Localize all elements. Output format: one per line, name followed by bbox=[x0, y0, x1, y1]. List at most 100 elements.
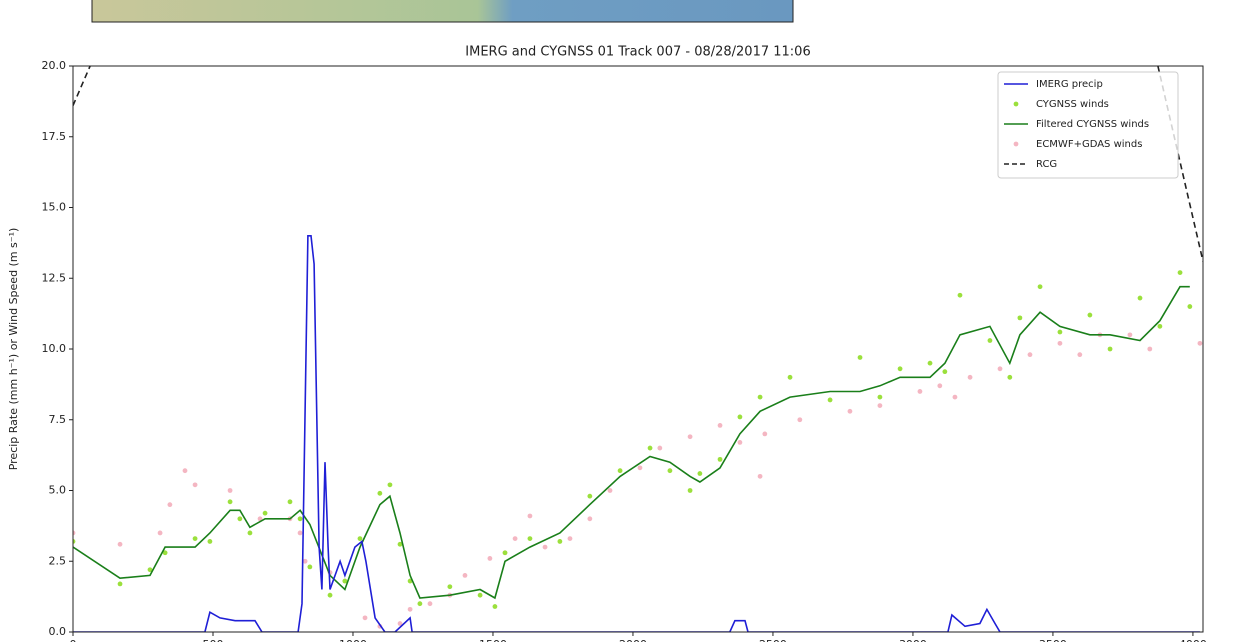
data-point bbox=[647, 445, 653, 451]
data-point bbox=[697, 471, 703, 476]
data-point bbox=[1087, 312, 1093, 318]
data-point bbox=[477, 592, 483, 598]
legend-label: ECMWF+GDAS winds bbox=[1036, 139, 1142, 150]
x-tick-label: 3000 bbox=[899, 638, 927, 642]
series-line bbox=[73, 235, 1200, 632]
data-point bbox=[927, 360, 933, 366]
x-tick-label: 500 bbox=[202, 638, 223, 642]
data-point bbox=[587, 493, 593, 499]
data-point bbox=[257, 516, 263, 522]
data-point bbox=[192, 482, 198, 488]
data-point bbox=[307, 564, 313, 570]
data-point bbox=[397, 621, 403, 626]
legend-label: IMERG precip bbox=[1036, 79, 1103, 90]
data-point bbox=[557, 539, 563, 544]
data-point bbox=[997, 366, 1003, 372]
data-point bbox=[73, 530, 76, 536]
data-point bbox=[237, 516, 243, 522]
data-point bbox=[617, 468, 623, 474]
data-point bbox=[607, 488, 613, 493]
map-strip bbox=[91, 0, 794, 23]
data-point bbox=[73, 539, 76, 544]
data-point bbox=[587, 516, 593, 522]
data-point bbox=[1027, 352, 1033, 358]
data-point bbox=[717, 423, 723, 428]
data-point bbox=[377, 490, 383, 496]
data-point bbox=[877, 403, 883, 408]
data-point bbox=[987, 338, 993, 343]
y-axis-label: Precip Rate (mm h⁻¹) or Wind Speed (m s⁻… bbox=[7, 228, 20, 471]
data-point bbox=[937, 383, 943, 389]
data-point bbox=[527, 513, 533, 519]
data-point bbox=[462, 573, 468, 578]
data-point bbox=[957, 292, 963, 298]
data-point bbox=[407, 606, 413, 612]
data-point bbox=[687, 488, 693, 493]
data-point bbox=[147, 567, 153, 573]
data-point bbox=[297, 530, 303, 536]
data-point bbox=[512, 536, 518, 542]
data-point bbox=[942, 369, 948, 375]
x-tick-label: 4000 bbox=[1179, 638, 1207, 642]
data-point bbox=[162, 550, 168, 556]
y-tick-label: 17.5 bbox=[42, 130, 67, 143]
data-point bbox=[327, 592, 333, 598]
data-point bbox=[787, 374, 793, 380]
data-point bbox=[117, 581, 123, 587]
x-tick-label: 3500 bbox=[1039, 638, 1067, 642]
y-tick-label: 15.0 bbox=[42, 201, 67, 214]
y-tick-label: 2.5 bbox=[49, 554, 67, 567]
data-point bbox=[1147, 346, 1153, 352]
y-tick-label: 7.5 bbox=[49, 413, 67, 426]
data-point bbox=[1187, 304, 1193, 309]
data-point bbox=[1197, 340, 1203, 346]
data-point bbox=[417, 601, 423, 607]
data-point bbox=[342, 578, 348, 584]
data-point bbox=[262, 510, 268, 516]
data-point bbox=[1057, 329, 1063, 335]
data-point bbox=[1037, 284, 1043, 290]
x-tick-label: 2000 bbox=[619, 638, 647, 642]
x-tick-label: 2500 bbox=[759, 638, 787, 642]
data-point bbox=[917, 389, 923, 394]
data-point bbox=[227, 488, 233, 493]
data-point bbox=[827, 397, 833, 403]
data-point bbox=[762, 431, 768, 437]
data-point bbox=[657, 445, 663, 451]
data-point bbox=[952, 394, 958, 400]
data-point bbox=[397, 541, 403, 547]
data-point bbox=[897, 366, 903, 372]
y-tick-label: 5.0 bbox=[49, 484, 67, 497]
data-point bbox=[1107, 346, 1113, 352]
data-point bbox=[967, 374, 973, 380]
data-point bbox=[297, 516, 303, 522]
legend-label: CYGNSS winds bbox=[1036, 99, 1109, 110]
x-tick-label: 1500 bbox=[479, 638, 507, 642]
data-point bbox=[717, 456, 723, 462]
data-point bbox=[167, 502, 173, 508]
data-point bbox=[362, 615, 368, 621]
data-point bbox=[117, 541, 123, 547]
data-point bbox=[637, 465, 643, 471]
data-point bbox=[1017, 315, 1023, 321]
data-point bbox=[1007, 374, 1013, 380]
data-point bbox=[857, 355, 863, 360]
data-point bbox=[1057, 340, 1063, 346]
series-line bbox=[73, 285, 1190, 600]
data-point bbox=[567, 536, 573, 542]
y-tick-label: 0.0 bbox=[49, 625, 67, 638]
data-point bbox=[492, 604, 498, 609]
data-point bbox=[797, 417, 803, 423]
x-tick-label: 0 bbox=[70, 638, 77, 642]
y-tick-label: 20.0 bbox=[42, 59, 67, 72]
data-point bbox=[542, 544, 548, 550]
data-point bbox=[247, 530, 253, 536]
data-point bbox=[667, 468, 673, 474]
data-point bbox=[737, 439, 743, 445]
legend-box bbox=[997, 71, 1179, 179]
legend-label: Filtered CYGNSS winds bbox=[1036, 119, 1149, 130]
data-point bbox=[287, 499, 293, 505]
data-point bbox=[527, 536, 533, 542]
data-point bbox=[207, 539, 213, 544]
